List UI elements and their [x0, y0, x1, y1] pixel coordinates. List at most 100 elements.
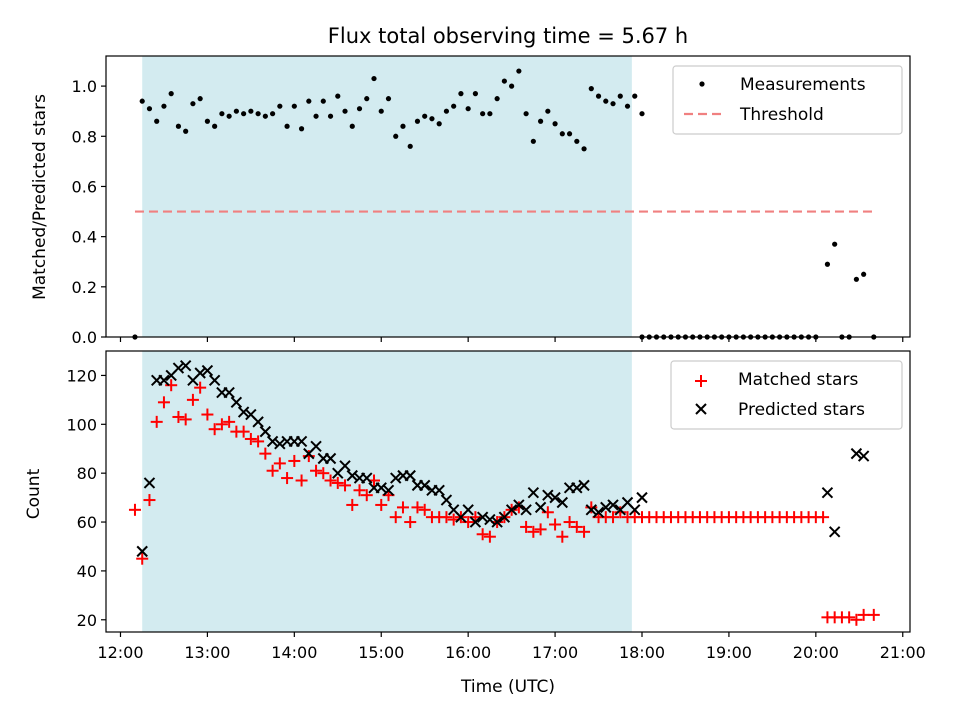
predicted-point — [433, 484, 445, 496]
predicted-point — [375, 482, 387, 494]
predicted-point — [534, 501, 547, 514]
measurement-point — [501, 78, 507, 84]
measurement-point — [356, 106, 363, 112]
measurement-point — [291, 103, 297, 109]
measurement-point — [204, 118, 211, 124]
measurement-point — [298, 126, 305, 132]
measurement-point — [465, 106, 471, 112]
measurement-point — [371, 75, 377, 82]
bottom-axes-frame — [105, 350, 911, 633]
predicted-point — [361, 472, 373, 484]
measurement-point — [320, 98, 326, 104]
x-tick-label: 13:00 — [184, 643, 230, 662]
predicted-point — [136, 545, 148, 558]
measurement-point — [487, 111, 493, 117]
matched-point — [324, 474, 337, 487]
predicted-point — [259, 425, 272, 438]
predicted-point — [324, 452, 337, 465]
measurement-point — [241, 111, 247, 117]
matched-point — [179, 413, 192, 426]
measurement-point — [154, 118, 160, 124]
matched-point — [295, 474, 308, 487]
bottom-legend: Matched stars Predicted stars — [670, 360, 903, 430]
predicted-point — [636, 491, 648, 504]
predicted-point — [418, 479, 431, 492]
measurement-point — [632, 93, 638, 99]
matched-point — [404, 516, 417, 529]
bottom-y-axis-label: Count — [24, 468, 44, 519]
predicted-point — [194, 367, 206, 379]
matched-point — [128, 503, 141, 516]
measurement-point — [566, 131, 573, 137]
matched-point — [331, 476, 344, 489]
measurement-point — [284, 123, 290, 129]
x-tick-label: 16:00 — [445, 643, 491, 662]
matched-point — [172, 410, 185, 423]
measurement-point — [248, 108, 254, 114]
x-tick-label: 12:00 — [97, 643, 143, 662]
bottom-y-tick-label: 20 — [77, 611, 97, 630]
bottom-x-ticks: 12:00 13:00 14:00 15:00 16:00 17:00 18:00 19:00… — [97, 632, 926, 662]
measurement-point — [639, 111, 645, 117]
predicted-point — [571, 482, 583, 494]
measurement-point — [624, 103, 631, 109]
predicted-point — [390, 472, 402, 484]
bottom-legend-box — [670, 360, 903, 430]
measurement-point — [146, 106, 153, 112]
measurement-point — [451, 103, 457, 109]
matched-point — [440, 511, 453, 524]
top-legend: Measurements Threshold — [672, 65, 903, 135]
measurement-point — [588, 86, 594, 92]
top-y-axis-label: Matched/Predicted stars — [30, 94, 50, 300]
predicted-point — [505, 504, 518, 516]
measurement-point — [414, 118, 421, 124]
measurement-point — [480, 111, 486, 117]
matched-point — [266, 464, 279, 477]
measurement-point — [574, 138, 580, 144]
measurement-point — [226, 113, 232, 119]
predicted-point — [158, 374, 170, 387]
predicted-point — [578, 479, 590, 492]
x-tick-label: 15:00 — [358, 643, 404, 662]
matched-point — [194, 381, 207, 394]
measurement-point — [385, 96, 392, 102]
matched-point — [252, 435, 265, 448]
measurement-point — [422, 113, 428, 119]
measurement-point — [349, 123, 355, 129]
predicted-point — [607, 499, 619, 511]
predicted-point — [252, 416, 264, 428]
top-shaded-region — [142, 56, 632, 337]
matched-point — [339, 479, 352, 492]
x-axis-label: Time (UTC) — [460, 677, 555, 697]
predicted-point — [542, 489, 554, 501]
measurement-point — [175, 123, 182, 129]
measurement-point — [262, 113, 268, 119]
measurement-point — [436, 121, 442, 127]
predicted-point — [850, 447, 863, 460]
matched-point — [563, 516, 576, 529]
measurement-point — [190, 101, 196, 107]
predicted-point — [310, 440, 322, 453]
matched-point — [541, 506, 554, 519]
matched-point — [389, 511, 402, 524]
x-tick-label: 20:00 — [793, 643, 839, 662]
top-x-ticks — [119, 337, 904, 342]
matched-point — [549, 518, 562, 531]
matched-point — [237, 425, 250, 438]
measurement-point — [603, 98, 609, 104]
predicted-point — [237, 406, 250, 418]
predicted-point — [549, 491, 561, 504]
legend-matched-marker — [695, 375, 707, 387]
measurement-point — [443, 108, 450, 114]
predicted-point — [592, 506, 605, 518]
measurement-point — [378, 108, 384, 114]
measurement-point — [509, 83, 515, 89]
matched-point — [157, 396, 170, 409]
predicted-point — [629, 504, 641, 516]
x-tick-label: 21:00 — [880, 643, 926, 662]
matched-point — [150, 415, 163, 428]
bottom-y-tick-label: 60 — [77, 513, 97, 532]
predicted-point — [857, 450, 870, 462]
measurement-point — [832, 241, 838, 247]
